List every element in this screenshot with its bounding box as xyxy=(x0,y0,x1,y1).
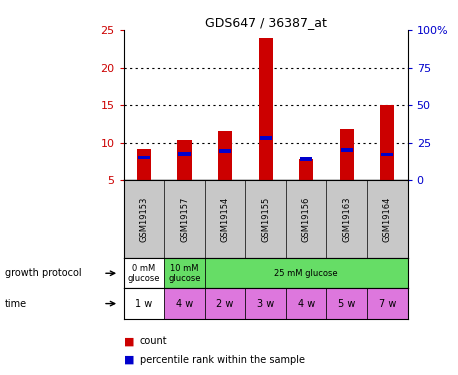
Bar xyxy=(382,153,393,156)
Text: GSM19153: GSM19153 xyxy=(139,196,148,242)
Text: time: time xyxy=(5,298,27,309)
Text: GSM19154: GSM19154 xyxy=(221,196,229,242)
Text: GSM19156: GSM19156 xyxy=(302,196,311,242)
Text: 1 w: 1 w xyxy=(135,298,153,309)
Text: 2 w: 2 w xyxy=(216,298,234,309)
Bar xyxy=(205,288,245,319)
Bar xyxy=(219,149,231,153)
Text: 7 w: 7 w xyxy=(379,298,396,309)
Bar xyxy=(164,288,205,319)
Text: ■: ■ xyxy=(124,336,138,346)
Text: ■: ■ xyxy=(124,355,138,365)
Bar xyxy=(245,288,286,319)
Text: 25 mM glucose: 25 mM glucose xyxy=(274,269,338,278)
Text: 3 w: 3 w xyxy=(257,298,274,309)
Text: 5 w: 5 w xyxy=(338,298,355,309)
Bar xyxy=(177,140,191,180)
Bar xyxy=(380,105,394,180)
Bar xyxy=(327,288,367,319)
Bar xyxy=(340,129,354,180)
Bar xyxy=(138,156,150,159)
Bar xyxy=(300,158,312,161)
Text: 4 w: 4 w xyxy=(176,298,193,309)
Bar xyxy=(137,148,151,180)
Bar xyxy=(260,136,272,140)
Bar xyxy=(341,148,353,152)
Text: percentile rank within the sample: percentile rank within the sample xyxy=(140,355,305,365)
Bar xyxy=(258,38,273,180)
Text: GSM19164: GSM19164 xyxy=(383,196,392,242)
Text: 0 mM
glucose: 0 mM glucose xyxy=(128,264,160,283)
Text: 4 w: 4 w xyxy=(298,298,315,309)
Bar xyxy=(164,258,205,288)
Bar xyxy=(299,159,313,180)
Title: GDS647 / 36387_at: GDS647 / 36387_at xyxy=(205,16,327,29)
Text: count: count xyxy=(140,336,167,346)
Bar xyxy=(124,288,164,319)
Text: GSM19157: GSM19157 xyxy=(180,196,189,242)
Text: GSM19163: GSM19163 xyxy=(342,196,351,242)
Text: 10 mM
glucose: 10 mM glucose xyxy=(168,264,201,283)
Bar xyxy=(218,131,232,180)
Bar xyxy=(179,152,191,156)
Bar xyxy=(124,258,164,288)
Bar xyxy=(205,258,408,288)
Text: GSM19155: GSM19155 xyxy=(261,196,270,242)
Text: growth protocol: growth protocol xyxy=(5,268,81,278)
Bar xyxy=(286,288,327,319)
Bar xyxy=(367,288,408,319)
